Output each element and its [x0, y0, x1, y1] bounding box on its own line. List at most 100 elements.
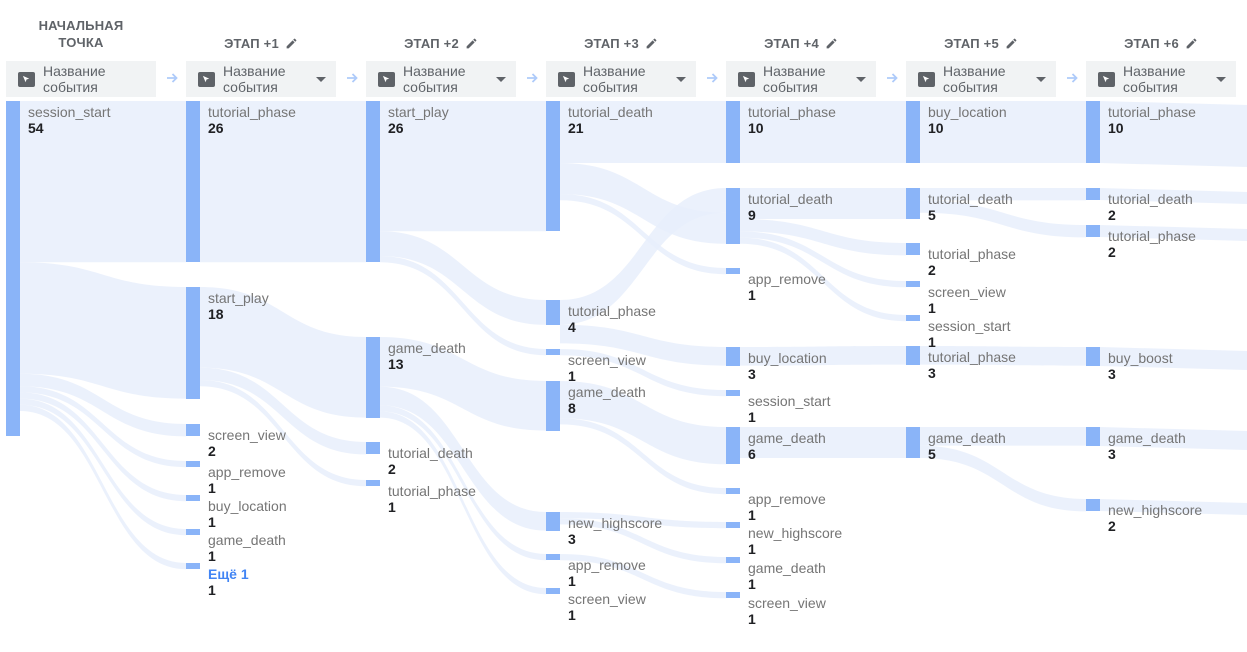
- node-bar[interactable]: [546, 349, 560, 355]
- flow-link[interactable]: [920, 427, 1086, 446]
- node-bar[interactable]: [726, 522, 740, 528]
- node-bar[interactable]: [726, 592, 740, 598]
- dimension-selector-3[interactable]: Название события: [546, 61, 696, 97]
- node-label[interactable]: new_highscore 1: [748, 525, 842, 557]
- node-label[interactable]: tutorial_phase 10: [748, 104, 836, 136]
- flow-link[interactable]: [740, 231, 906, 288]
- node-bar[interactable]: [726, 557, 740, 563]
- dimension-selector-5[interactable]: Название события: [906, 61, 1056, 97]
- node-label[interactable]: tutorial_phase 1: [388, 483, 476, 515]
- flow-link[interactable]: [560, 518, 726, 564]
- pencil-icon[interactable]: [825, 37, 838, 50]
- flow-link[interactable]: [200, 287, 366, 418]
- flow-link[interactable]: [20, 398, 186, 536]
- node-label[interactable]: tutorial_death 2: [1108, 191, 1193, 223]
- node-label[interactable]: app_remove 1: [748, 491, 826, 523]
- pencil-icon[interactable]: [465, 37, 478, 50]
- node-bar[interactable]: [546, 300, 560, 325]
- flow-link[interactable]: [20, 373, 186, 437]
- node-bar[interactable]: [906, 427, 920, 458]
- node-bar[interactable]: [726, 488, 740, 494]
- flow-link[interactable]: [560, 512, 726, 529]
- flow-link[interactable]: [380, 405, 546, 561]
- dimension-selector-2[interactable]: Название события: [366, 61, 516, 97]
- node-bar[interactable]: [186, 529, 200, 535]
- node-label[interactable]: game_death 1: [208, 532, 286, 564]
- node-bar[interactable]: [726, 101, 740, 163]
- flow-link[interactable]: [20, 392, 186, 502]
- node-label[interactable]: screen_view 1: [928, 284, 1006, 316]
- flow-link[interactable]: [920, 101, 1086, 163]
- node-bar[interactable]: [366, 480, 380, 486]
- flow-link[interactable]: [380, 101, 546, 232]
- flow-link[interactable]: [380, 256, 546, 356]
- node-bar[interactable]: [366, 337, 380, 418]
- node-bar[interactable]: [1086, 101, 1100, 163]
- node-bar[interactable]: [726, 390, 740, 396]
- node-bar[interactable]: [906, 281, 920, 287]
- flow-link[interactable]: [20, 386, 186, 468]
- flow-link[interactable]: [560, 554, 726, 599]
- node-bar[interactable]: [546, 101, 560, 231]
- node-bar[interactable]: [906, 315, 920, 321]
- flow-link[interactable]: [20, 404, 186, 570]
- node-bar[interactable]: [186, 287, 200, 399]
- node-bar[interactable]: [546, 512, 560, 531]
- node-bar[interactable]: [6, 101, 20, 436]
- node-label[interactable]: tutorial_death 5: [928, 191, 1013, 223]
- node-bar[interactable]: [1086, 499, 1100, 511]
- flow-link[interactable]: [740, 101, 906, 163]
- node-bar[interactable]: [726, 347, 740, 366]
- flow-link[interactable]: [920, 346, 1086, 366]
- flow-link[interactable]: [740, 346, 906, 366]
- flow-link[interactable]: [200, 380, 366, 487]
- node-bar[interactable]: [546, 554, 560, 560]
- node-bar[interactable]: [1086, 427, 1100, 446]
- node-bar[interactable]: [186, 101, 200, 262]
- dimension-selector-4[interactable]: Название события: [726, 61, 876, 97]
- node-label[interactable]: session_start 1: [928, 318, 1010, 350]
- node-label[interactable]: tutorial_phase 26: [208, 104, 296, 136]
- flow-link[interactable]: [560, 381, 726, 465]
- flow-link[interactable]: [380, 231, 546, 325]
- node-label[interactable]: tutorial_death 9: [748, 191, 833, 223]
- node-label[interactable]: tutorial_death 2: [388, 445, 473, 477]
- node-label[interactable]: new_highscore 2: [1108, 502, 1202, 534]
- node-label[interactable]: screen_view 1: [568, 352, 646, 384]
- flow-link[interactable]: [380, 411, 546, 595]
- dimension-selector-6[interactable]: Название события: [1086, 61, 1236, 97]
- node-bar[interactable]: [906, 188, 920, 219]
- node-bar[interactable]: [186, 461, 200, 467]
- node-label[interactable]: buy_location 10: [928, 104, 1007, 136]
- node-label[interactable]: buy_location 1: [208, 498, 287, 530]
- flow-link[interactable]: [740, 237, 906, 322]
- flow-link[interactable]: [920, 445, 1086, 512]
- node-label[interactable]: app_remove 1: [568, 557, 646, 589]
- dimension-selector-0[interactable]: Название события: [6, 61, 156, 97]
- pencil-icon[interactable]: [645, 37, 658, 50]
- pencil-icon[interactable]: [285, 37, 298, 50]
- node-label[interactable]: screen_view 2: [208, 427, 286, 459]
- node-bar[interactable]: [906, 243, 920, 255]
- node-label[interactable]: start_play 18: [208, 290, 269, 322]
- node-bar[interactable]: [726, 427, 740, 464]
- flow-link[interactable]: [200, 367, 366, 455]
- flow-link[interactable]: [920, 200, 1086, 238]
- node-label[interactable]: buy_boost 3: [1108, 350, 1173, 382]
- flow-link[interactable]: [560, 163, 726, 244]
- pencil-icon[interactable]: [1005, 37, 1018, 50]
- node-label[interactable]: session_start 1: [748, 393, 830, 425]
- flow-link[interactable]: [560, 101, 726, 163]
- pencil-icon[interactable]: [1185, 37, 1198, 50]
- node-label[interactable]: game_death 13: [388, 340, 466, 372]
- flow-link[interactable]: [560, 194, 726, 275]
- node-bar[interactable]: [366, 101, 380, 262]
- node-label[interactable]: session_start 54: [28, 104, 110, 136]
- flow-link[interactable]: [20, 262, 186, 399]
- node-label[interactable]: tutorial_death 21: [568, 104, 653, 136]
- node-label[interactable]: game_death 3: [1108, 430, 1186, 462]
- node-bar[interactable]: [906, 101, 920, 163]
- node-label[interactable]: game_death 8: [568, 384, 646, 416]
- flow-link[interactable]: [20, 101, 186, 263]
